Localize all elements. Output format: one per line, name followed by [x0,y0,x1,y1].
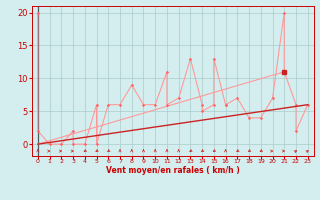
Point [211,103,216,106]
Point [235,97,240,100]
X-axis label: Vent moyen/en rafales ( km/h ): Vent moyen/en rafales ( km/h ) [106,166,240,175]
Point [70,143,76,146]
Point [270,97,275,100]
Point [94,143,99,146]
Point [70,129,76,133]
Point [223,103,228,106]
Point [223,103,228,106]
Point [176,97,181,100]
Point [305,103,310,106]
Point [164,70,170,73]
Point [47,143,52,146]
Point [164,103,170,106]
Point [282,11,287,14]
Point [153,103,158,106]
Point [35,11,40,14]
Point [59,143,64,146]
Point [258,116,263,119]
Point [94,103,99,106]
Point [211,57,216,60]
Point [246,116,252,119]
Point [141,103,146,106]
Point [293,103,299,106]
Point [106,103,111,106]
Point [129,83,134,87]
Point [35,129,40,133]
Point [293,129,299,133]
Point [200,103,205,106]
Point [82,143,87,146]
Point [188,57,193,60]
Point [200,110,205,113]
Point [282,70,287,73]
Point [117,103,123,106]
